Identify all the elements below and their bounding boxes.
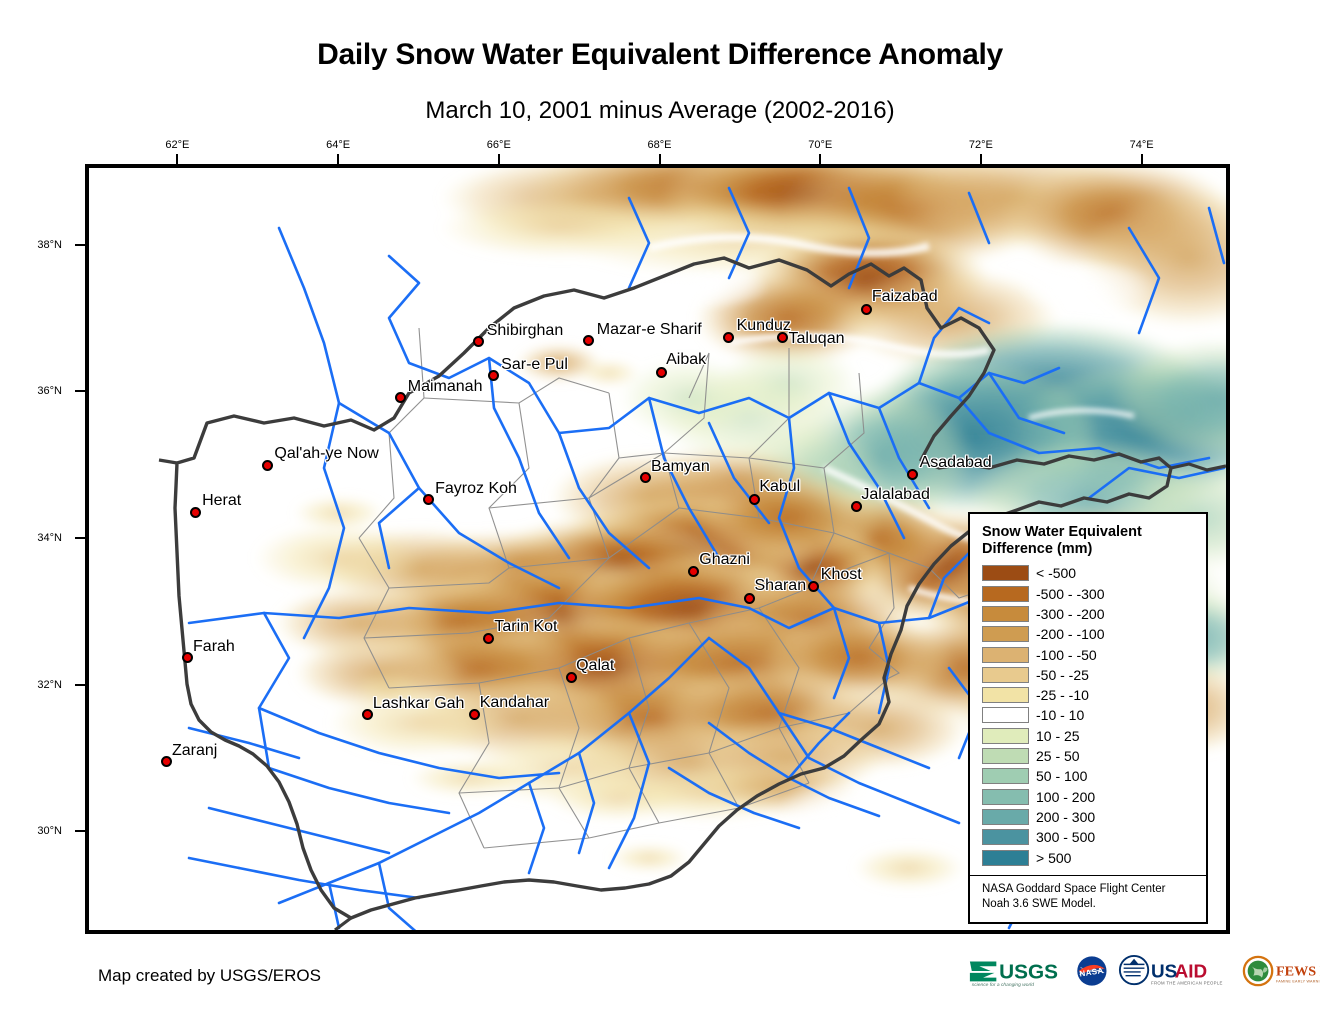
legend-panel: Snow Water Equivalent Difference (mm) < …	[968, 512, 1208, 924]
legend-color-swatch	[982, 829, 1029, 846]
legend-class-row: 300 - 500	[982, 827, 1196, 847]
legend-class-label: -25 - -10	[1036, 687, 1089, 704]
legend-class-row: -500 - -300	[982, 584, 1196, 604]
neighbour-borders	[158, 458, 1226, 930]
latitude-tick-label: 30°N	[37, 825, 62, 838]
legend-class-list: < -500 -500 - -300 -300 - -200 -200 - -100 -…	[982, 563, 1196, 867]
svg-text:US: US	[1151, 962, 1177, 983]
legend-title: Snow Water Equivalent Difference (mm)	[982, 524, 1142, 558]
legend-divider	[970, 874, 1206, 876]
svg-text:FROM THE AMERICAN PEOPLE: FROM THE AMERICAN PEOPLE	[1151, 981, 1223, 986]
svg-text:USGS: USGS	[999, 961, 1058, 984]
legend-class-row: -25 - -10	[982, 685, 1196, 705]
longitude-tick-label: 66°E	[486, 139, 511, 151]
svg-text:AID: AID	[1175, 962, 1208, 983]
legend-class-label: -50 - -25	[1036, 666, 1089, 683]
province-boundaries	[358, 327, 990, 849]
legend-class-label: -10 - 10	[1036, 707, 1085, 724]
legend-color-swatch	[982, 585, 1029, 602]
longitude-tick	[979, 154, 982, 164]
latitude-tick-label: 34°N	[37, 532, 62, 544]
legend-class-label: 300 - 500	[1036, 829, 1096, 846]
agency-logo-strip: USGS science for a changing world NASA U…	[968, 952, 1320, 990]
legend-class-label: -500 - -300	[1036, 585, 1105, 602]
legend-class-row: 10 - 25	[982, 726, 1196, 746]
legend-class-label: 25 - 50	[1036, 748, 1080, 765]
latitude-tick	[75, 537, 85, 539]
legend-class-label: 10 - 25	[1036, 727, 1080, 744]
legend-class-row: 200 - 300	[982, 807, 1196, 827]
svg-text:FAMINE EARLY WARNING SYSTEMS N: FAMINE EARLY WARNING SYSTEMS NETWORK	[1276, 979, 1320, 983]
svg-text:FEWS NET: FEWS NET	[1276, 964, 1320, 980]
longitude-tick-label: 68°E	[647, 139, 672, 151]
legend-color-swatch	[982, 768, 1029, 785]
fews-net-logo: FEWS NET FAMINE EARLY WARNING SYSTEMS NE…	[1242, 955, 1320, 987]
page-title: Daily Snow Water Equivalent Difference A…	[317, 38, 1003, 71]
legend-color-swatch	[982, 626, 1029, 643]
legend-class-row: < -500	[982, 563, 1196, 583]
svg-text:science for a changing world: science for a changing world	[972, 982, 1034, 988]
legend-class-label: -300 - -200	[1036, 605, 1105, 622]
legend-class-label: > 500	[1036, 849, 1072, 866]
legend-class-row: -10 - 10	[982, 705, 1196, 725]
latitude-tick	[75, 830, 85, 833]
legend-color-swatch	[982, 565, 1029, 582]
legend-color-swatch	[982, 748, 1029, 765]
legend-class-label: -200 - -100	[1036, 626, 1105, 643]
legend-class-row: 25 - 50	[982, 746, 1196, 766]
longitude-tick-label: 64°E	[326, 139, 351, 151]
legend-class-row: > 500	[982, 847, 1196, 867]
nasa-logo: NASA	[1077, 956, 1107, 986]
legend-color-swatch	[982, 646, 1029, 663]
longitude-tick	[658, 154, 661, 164]
legend-class-label: < -500	[1036, 565, 1077, 582]
legend-class-row: 50 - 100	[982, 766, 1196, 786]
legend-class-row: -50 - -25	[982, 665, 1196, 685]
legend-color-swatch	[982, 707, 1029, 724]
usaid-logo: US AID FROM THE AMERICAN PEOPLE	[1118, 954, 1223, 986]
legend-color-swatch	[982, 788, 1029, 805]
legend-class-label: -100 - -50	[1036, 646, 1097, 663]
legend-color-swatch	[982, 666, 1029, 683]
legend-class-row: 100 - 200	[982, 786, 1196, 806]
legend-color-swatch	[982, 687, 1029, 704]
longitude-tick-label: 72°E	[968, 139, 993, 151]
legend-class-label: 100 - 200	[1036, 788, 1096, 805]
latitude-tick	[75, 243, 85, 246]
longitude-tick-label: 70°E	[808, 139, 833, 151]
longitude-tick	[337, 154, 340, 164]
legend-color-swatch	[982, 605, 1029, 622]
latitude-tick	[75, 683, 85, 686]
map-credit: Map created by USGS/EROS	[98, 966, 321, 985]
longitude-tick-label: 62°E	[165, 139, 190, 151]
latitude-tick-label: 32°N	[37, 678, 62, 691]
latitude-tick-label: 38°N	[37, 238, 62, 251]
legend-class-row: -300 - -200	[982, 604, 1196, 624]
legend-class-row: -200 - -100	[982, 624, 1196, 644]
longitude-tick	[1140, 154, 1143, 164]
page-subtitle: March 10, 2001 minus Average (2002-2016)	[425, 97, 895, 124]
latitude-tick-label: 36°N	[37, 385, 62, 398]
longitude-tick-label: 74°E	[1129, 139, 1154, 151]
legend-class-label: 50 - 100	[1036, 768, 1088, 785]
legend-color-swatch	[982, 849, 1029, 866]
latitude-tick	[75, 390, 85, 393]
legend-class-label: 200 - 300	[1036, 808, 1096, 825]
legend-source-note: NASA Goddard Space Flight Center Noah 3.…	[982, 882, 1166, 911]
usgs-logo: USGS science for a changing world	[969, 961, 1058, 988]
svg-text:NASA: NASA	[1079, 966, 1104, 979]
legend-color-swatch	[982, 808, 1029, 825]
legend-class-row: -100 - -50	[982, 644, 1196, 664]
legend-color-swatch	[982, 727, 1029, 744]
longitude-tick	[819, 154, 822, 164]
longitude-tick	[497, 154, 500, 164]
longitude-tick	[176, 154, 179, 164]
